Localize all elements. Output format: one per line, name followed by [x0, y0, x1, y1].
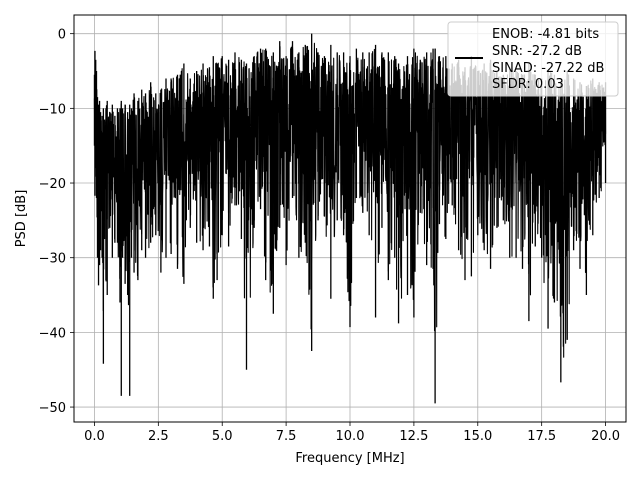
- x-tick-label: 5.0: [212, 429, 233, 444]
- legend: ENOB: -4.81 bits SNR: -27.2 dB SINAD: -2…: [447, 21, 619, 97]
- legend-entry-snr: SNR: -27.2 dB: [492, 44, 582, 59]
- y-tick-label: −30: [39, 252, 66, 267]
- y-axis-label: PSD [dB]: [14, 190, 29, 248]
- x-tick-label: 17.5: [527, 429, 556, 444]
- x-tick-label: 20.0: [591, 429, 620, 444]
- y-tick-label: −20: [39, 177, 66, 192]
- x-tick-label: 15.0: [463, 429, 492, 444]
- x-tick-label: 10.0: [336, 429, 365, 444]
- x-axis-ticks: 0.0 2.5 5.0 7.5 10.0 12.5 15.0 17.5 20.0: [84, 422, 620, 444]
- y-tick-label: −10: [39, 102, 66, 117]
- legend-entry-enob: ENOB: -4.81 bits: [492, 27, 599, 42]
- legend-box: [447, 21, 619, 97]
- y-tick-label: −40: [39, 326, 66, 341]
- y-tick-label: −50: [39, 401, 66, 416]
- x-tick-label: 12.5: [399, 429, 428, 444]
- x-tick-label: 0.0: [84, 429, 105, 444]
- x-axis-label: Frequency [MHz]: [295, 451, 404, 466]
- x-tick-label: 7.5: [276, 429, 297, 444]
- legend-entry-sfdr: SFDR: 0.03: [492, 77, 564, 92]
- y-tick-label: 0: [58, 28, 66, 43]
- legend-entry-sinad: SINAD: -27.22 dB: [492, 61, 604, 76]
- x-tick-label: 2.5: [148, 429, 169, 444]
- y-axis-ticks: 0 −10 −20 −30 −40 −50: [39, 28, 74, 416]
